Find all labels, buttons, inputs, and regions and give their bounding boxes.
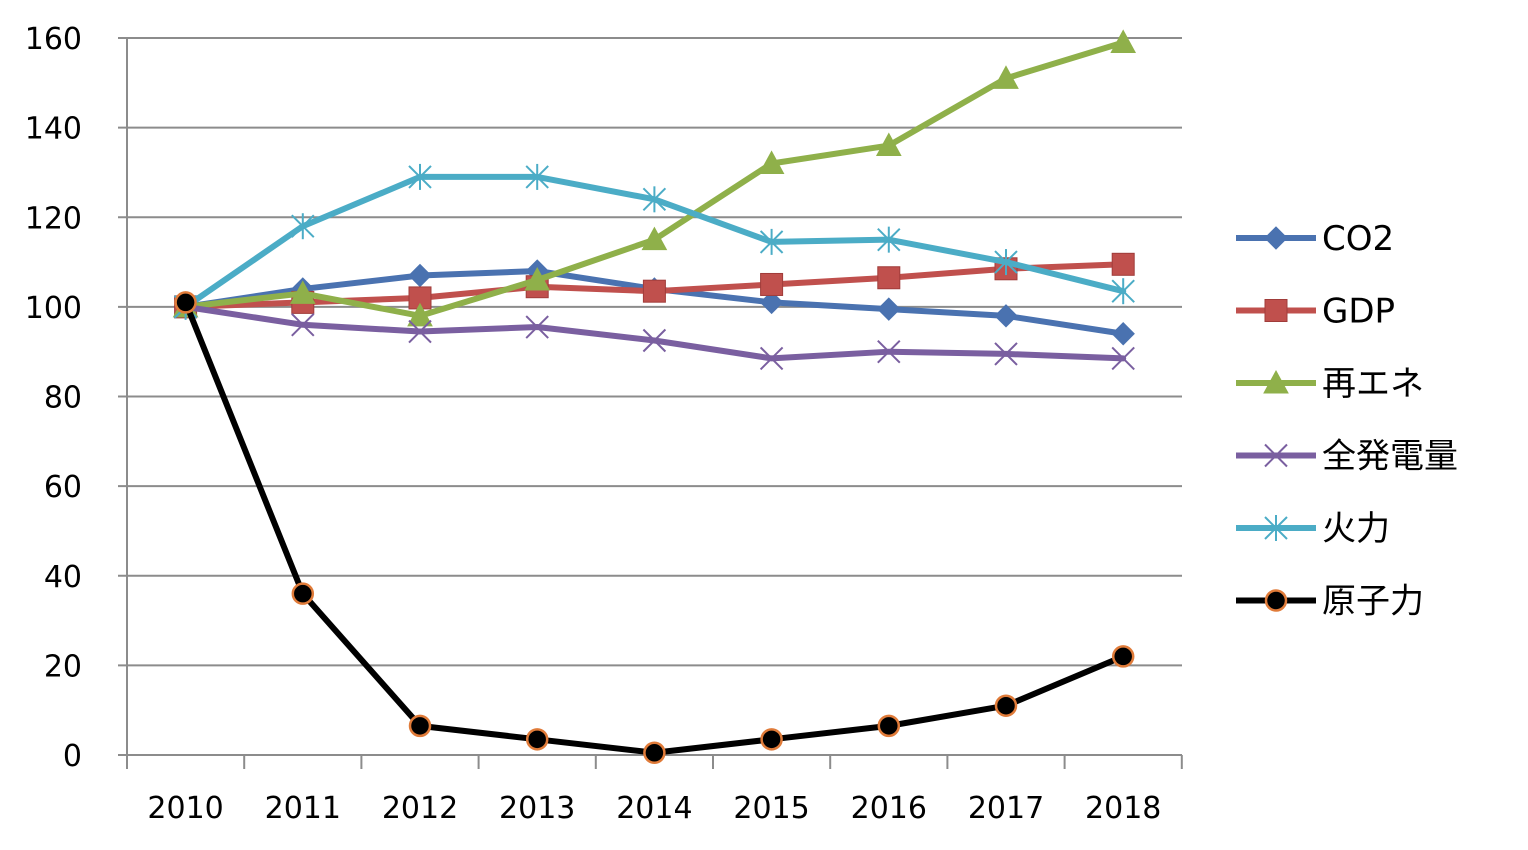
- x-tick-label: 2011: [265, 791, 341, 826]
- data-point: [994, 249, 1018, 276]
- data-point: [759, 346, 784, 371]
- series-6: [174, 291, 1135, 765]
- y-tick-label: 0: [63, 739, 82, 774]
- data-point: [994, 342, 1018, 366]
- legend-label: 火力: [1322, 509, 1390, 549]
- y-tick-label: 100: [25, 291, 82, 326]
- legend-label: 再エネ: [1322, 364, 1424, 404]
- data-point: [408, 263, 432, 288]
- legend-marker: [1264, 226, 1288, 250]
- legend-item: 全発電量: [1236, 437, 1458, 477]
- data-point: [1111, 645, 1135, 668]
- y-tick-label: 140: [25, 112, 82, 147]
- data-point: [1111, 278, 1135, 305]
- data-point: [760, 728, 783, 751]
- data-point: [760, 272, 784, 296]
- data-point: [994, 304, 1018, 328]
- data-point: [643, 741, 666, 765]
- legend-item: GDP: [1236, 292, 1395, 332]
- legend-marker: [1264, 589, 1288, 612]
- data-point: [525, 163, 549, 190]
- data-point: [642, 328, 667, 353]
- data-point: [407, 302, 433, 327]
- x-tick-label: 2014: [616, 791, 692, 826]
- data-point: [641, 226, 668, 251]
- x-tick-label: 2018: [1085, 791, 1161, 826]
- legend-marker: [1263, 369, 1289, 394]
- data-point: [1111, 252, 1135, 276]
- data-point: [759, 290, 784, 315]
- y-tick-label: 40: [44, 560, 82, 595]
- x-axis-ticks: 2010 2011 2012 2013 2014 2015 2016 2017 2018: [126, 755, 1183, 826]
- legend-label: GDP: [1322, 292, 1395, 332]
- data-point: [408, 319, 432, 344]
- data-point: [289, 280, 316, 304]
- series-line: [182, 39, 1127, 319]
- data-point: [1110, 29, 1137, 53]
- legend-item: 再エネ: [1236, 364, 1424, 404]
- y-tick-label: 60: [44, 470, 82, 505]
- data-point: [877, 339, 901, 364]
- y-tick-label: 80: [44, 381, 82, 416]
- data-point: [291, 582, 315, 605]
- x-tick-label: 2010: [147, 791, 223, 826]
- legend-label: 原子力: [1322, 582, 1424, 622]
- data-point: [877, 714, 901, 738]
- data-point: [877, 297, 901, 321]
- data-point: [524, 266, 551, 291]
- x-tick-label: 2012: [382, 791, 458, 826]
- y-axis-ticks: 0 20 40 60 80 100 120 140 160: [25, 22, 127, 774]
- series-line: [182, 299, 1127, 756]
- data-point: [291, 213, 315, 240]
- data-point: [642, 186, 667, 213]
- data-point: [525, 728, 549, 751]
- data-point: [1111, 322, 1135, 346]
- data-point: [758, 150, 785, 174]
- data-point: [525, 315, 549, 339]
- legend-marker: [1264, 299, 1288, 322]
- data-point: [993, 65, 1019, 89]
- data-point: [877, 226, 901, 253]
- x-tick-label: 2017: [968, 791, 1044, 826]
- x-tick-label: 2013: [499, 791, 575, 826]
- y-tick-label: 160: [25, 22, 82, 57]
- data-point: [994, 694, 1018, 717]
- y-tick-label: 120: [25, 201, 82, 236]
- legend-label: 全発電量: [1322, 437, 1458, 477]
- data-point: [875, 132, 902, 157]
- data-point: [877, 266, 901, 290]
- plot-area: [172, 29, 1137, 765]
- data-point: [1111, 346, 1135, 371]
- legend-label: CO2: [1322, 219, 1394, 259]
- data-point: [642, 279, 666, 303]
- legend-item: CO2: [1236, 219, 1394, 259]
- legend-item: 火力: [1236, 509, 1390, 549]
- legend-marker: [1264, 443, 1288, 468]
- legend-marker: [1264, 515, 1288, 541]
- data-point: [174, 291, 197, 314]
- data-point: [759, 228, 784, 255]
- data-point: [408, 163, 432, 190]
- x-tick-label: 2016: [851, 791, 927, 826]
- x-tick-label: 2015: [733, 791, 809, 826]
- data-point: [408, 714, 432, 738]
- legend-item: 原子力: [1236, 582, 1424, 622]
- data-point: [291, 313, 315, 337]
- y-tick-label: 20: [44, 649, 82, 684]
